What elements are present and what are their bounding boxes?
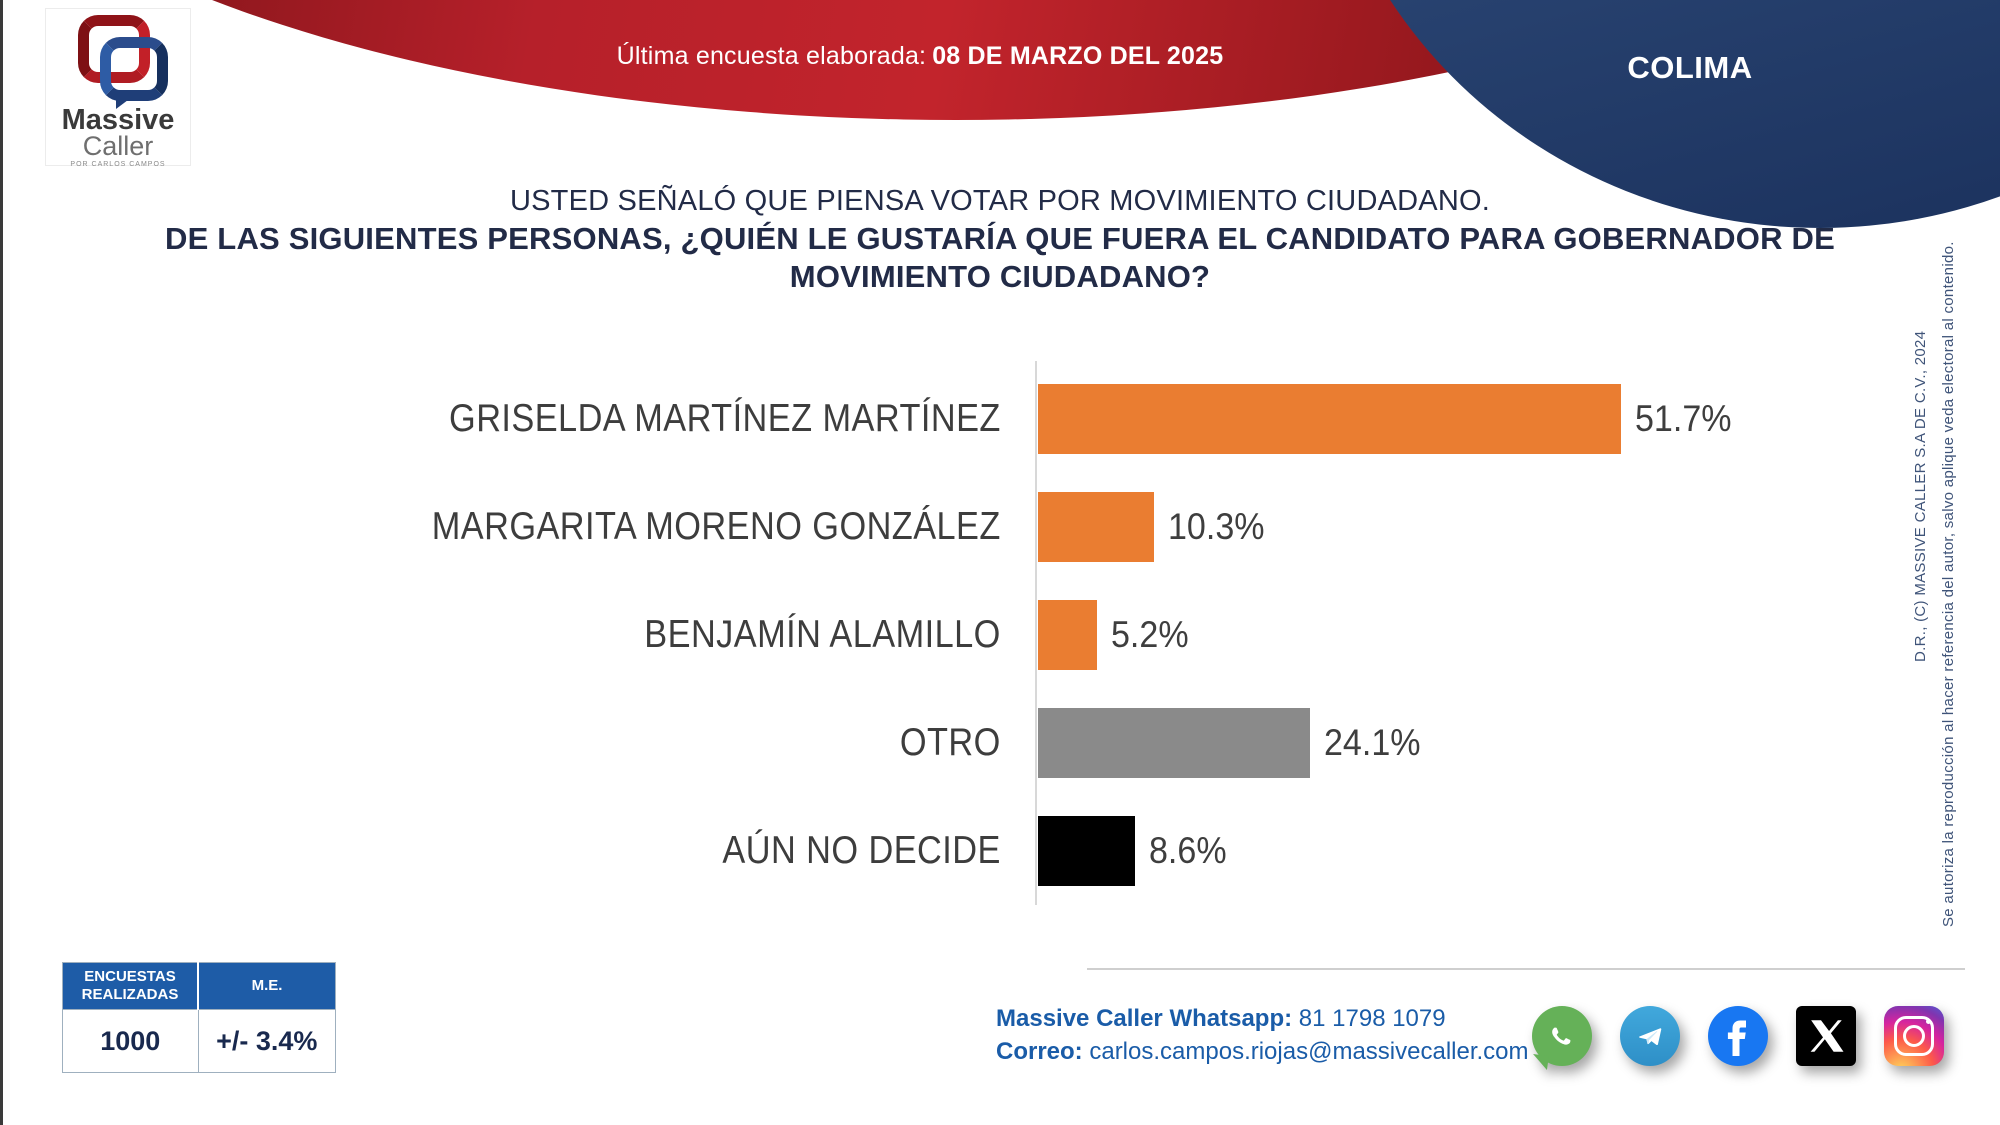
category-label: OTRO <box>899 721 1001 764</box>
value-label: 8.6% <box>1149 830 1227 871</box>
value-label: 51.7% <box>1635 398 1732 439</box>
region-title: COLIMA <box>1627 50 1753 85</box>
copyright-line: D.R., (C) MASSIVE CALLER S.A DE C.V., 20… <box>1912 330 1929 662</box>
value-label: 10.3% <box>1168 506 1265 547</box>
footer-divider <box>1087 968 1965 970</box>
chart-axis-line <box>1035 361 1037 905</box>
value-label: 5.2% <box>1110 614 1189 655</box>
massive-caller-logo: Massive Caller POR CARLOS CAMPOS <box>45 8 191 168</box>
logo-icon <box>70 13 168 109</box>
question-title: USTED SEÑALÓ QUE PIENSA VOTAR POR MOVIMI… <box>150 182 1850 296</box>
stats-header-me: M.E. <box>197 962 336 1010</box>
chart-row: AÚN NO DECIDE 8.6% <box>0 797 1980 905</box>
question-line-1: USTED SEÑALÓ QUE PIENSA VOTAR POR MOVIMI… <box>510 185 1490 217</box>
correo-label: Correo: <box>996 1038 1083 1065</box>
category-label: BENJAMÍN ALAMILLO <box>644 613 1001 656</box>
telegram-icon[interactable] <box>1620 1006 1680 1066</box>
contact-whatsapp-line: Massive Caller Whatsapp: 81 1798 1079 <box>996 1002 1529 1035</box>
value-bar <box>1038 708 1310 778</box>
social-icons <box>1532 1006 1944 1066</box>
whatsapp-label: Massive Caller Whatsapp: <box>996 1005 1293 1032</box>
chart-row: GRISELDA MARTÍNEZ MARTÍNEZ 51.7% <box>0 365 1980 473</box>
logo-tagline: POR CARLOS CAMPOS <box>70 161 166 168</box>
license-line: Se autoriza la reproducción al hacer ref… <box>1940 241 1957 927</box>
contact-email-line: Correo: carlos.campos.riojas@massivecall… <box>996 1035 1529 1068</box>
bar-chart: GRISELDA MARTÍNEZ MARTÍNEZ 51.7% MARGARITA… <box>0 361 1980 905</box>
email-address: carlos.campos.riojas@massivecaller.com <box>1089 1038 1529 1065</box>
stats-value-encuestas: 1000 <box>62 1009 199 1073</box>
sample-stats-table: ENCUESTAS REALIZADAS M.E. 1000 +/- 3.4% <box>62 962 336 1073</box>
logo-blue-bubble-icon <box>100 37 168 101</box>
chart-rows: GRISELDA MARTÍNEZ MARTÍNEZ 51.7% MARGARITA… <box>0 365 1980 905</box>
stats-header-encuestas: ENCUESTAS REALIZADAS <box>62 962 199 1010</box>
logo-red-bubble-icon <box>78 15 150 83</box>
category-label: GRISELDA MARTÍNEZ MARTÍNEZ <box>449 397 1001 440</box>
survey-date-banner: Última encuesta elaborada: 08 DE MARZO DE… <box>420 42 1420 71</box>
logo-word-caller: Caller <box>82 131 154 161</box>
question-line-2: DE LAS SIGUIENTES PERSONAS, ¿QUIÉN LE GU… <box>165 221 1835 256</box>
value-bar <box>1038 384 1622 454</box>
survey-date-value: 08 DE MARZO DEL 2025 <box>932 42 1224 70</box>
contact-block: Massive Caller Whatsapp: 81 1798 1079 Co… <box>996 1002 1529 1068</box>
category-label: AÚN NO DECIDE <box>722 829 1001 872</box>
facebook-icon[interactable] <box>1708 1006 1768 1066</box>
x-icon[interactable] <box>1796 1006 1856 1066</box>
whatsapp-icon[interactable] <box>1532 1006 1592 1066</box>
chart-row: BENJAMÍN ALAMILLO 5.2% <box>0 581 1980 689</box>
question-line-3: MOVIMIENTO CIUDADANO? <box>789 259 1211 294</box>
whatsapp-number: 81 1798 1079 <box>1298 1005 1446 1032</box>
value-bar <box>1038 600 1097 670</box>
value-bar <box>1038 492 1155 562</box>
page-left-border <box>0 0 3 1125</box>
stats-value-me: +/- 3.4% <box>197 1009 336 1073</box>
logo-word-massive: Massive <box>61 104 175 136</box>
instagram-icon[interactable] <box>1884 1006 1944 1066</box>
survey-date-label: Última encuesta elaborada: <box>616 42 927 70</box>
category-label: MARGARITA MORENO GONZÁLEZ <box>431 505 1001 548</box>
chart-row: MARGARITA MORENO GONZÁLEZ 10.3% <box>0 473 1980 581</box>
logo-bubble-tail <box>116 97 132 109</box>
value-bar <box>1038 816 1135 886</box>
value-label: 24.1% <box>1323 722 1421 763</box>
chart-row: OTRO 24.1% <box>0 689 1980 797</box>
